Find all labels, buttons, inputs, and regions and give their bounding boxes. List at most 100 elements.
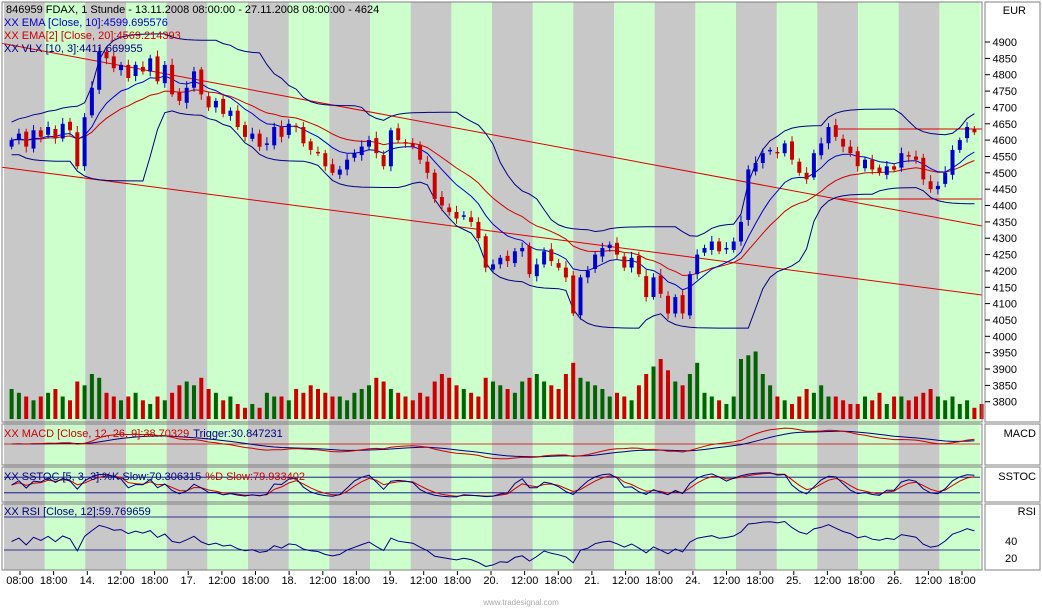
candle-body — [432, 172, 437, 199]
candle-body — [804, 172, 809, 180]
time-tick-label: 12:00 — [208, 575, 236, 587]
time-tick-label: 18:00 — [242, 575, 270, 587]
candle-body — [782, 143, 787, 154]
candle-body — [957, 140, 962, 150]
volume-bar — [775, 396, 780, 419]
volume-bar — [60, 396, 65, 419]
volume-bar — [257, 407, 262, 420]
volume-bar — [600, 389, 605, 419]
legend-sstoc-d: %D Slow:79.933402 — [205, 471, 305, 483]
volume-bar — [483, 377, 488, 420]
rsi-line — [11, 520, 975, 568]
volume-bar — [126, 396, 131, 419]
candle-body — [848, 146, 853, 154]
candle-body — [819, 143, 824, 156]
volume-bar — [89, 374, 94, 419]
candle-body — [213, 100, 218, 108]
session-stripe — [736, 2, 778, 570]
macd-trigger-line — [11, 430, 975, 458]
volume-bar — [877, 392, 882, 420]
candle-body — [337, 169, 342, 175]
price-tick-label: 3800 — [993, 397, 1017, 409]
candle-body — [724, 248, 729, 250]
candle-body — [607, 244, 612, 248]
time-axis-labels: 08:00 18:00 14. 12:00 18:00 17. 12:00 18:00 18. 1… — [6, 571, 976, 587]
volume-bar — [170, 392, 175, 420]
vlx-upper-band — [11, 33, 975, 237]
volume-bar — [337, 396, 342, 419]
volume-bar — [352, 392, 357, 420]
time-tick-label: 25. — [786, 575, 801, 587]
volume-bar — [68, 400, 72, 420]
volume-bar — [811, 392, 816, 420]
price-tick-label: 4200 — [993, 266, 1017, 278]
candle-body — [286, 123, 291, 135]
volume-bar — [782, 400, 787, 420]
price-tick-label: 4150 — [993, 282, 1017, 294]
price-tick-label: 4250 — [993, 250, 1017, 262]
volume-bar — [972, 407, 977, 420]
price-tick-label: 3850 — [993, 380, 1017, 392]
sstoc-panel-frame — [1, 466, 983, 503]
volume-bar — [461, 389, 466, 419]
volume-bar — [447, 377, 452, 420]
volume-bar — [760, 374, 765, 419]
volume-bar — [542, 381, 547, 419]
volume-bar — [316, 389, 320, 419]
candle-body — [38, 130, 43, 137]
price-tick-label: 4450 — [993, 184, 1017, 196]
volume-bar — [658, 359, 663, 419]
volume-bar — [746, 355, 751, 420]
time-tick-label: 14. — [80, 575, 95, 587]
volume-bar — [695, 362, 700, 420]
candle-body — [797, 161, 802, 173]
candle-body — [658, 275, 663, 294]
volume-bar — [286, 400, 291, 420]
volume-bar — [666, 370, 670, 420]
price-tick-label: 4000 — [993, 331, 1017, 343]
session-stripe — [898, 2, 940, 570]
volume-bar — [330, 396, 335, 419]
volume-bar — [753, 351, 758, 419]
price-tick-label: 4750 — [993, 86, 1017, 98]
sstoc-axis-label: SSTOC — [998, 471, 1036, 483]
candle-body — [469, 217, 474, 222]
oscillator-panels — [4, 427, 980, 568]
watermark: www.tradesignal.com — [482, 598, 559, 607]
candle-body — [512, 251, 517, 264]
candle-body — [826, 127, 831, 144]
volume-bar — [53, 389, 58, 419]
session-stripe — [817, 2, 859, 570]
volume-bar — [615, 392, 619, 420]
volume-bar — [622, 396, 627, 419]
volume-bar — [162, 400, 167, 420]
session-stripe — [248, 2, 290, 570]
candle-body — [119, 64, 123, 71]
candle-body — [53, 129, 58, 139]
volume-bar — [884, 404, 889, 419]
volume-bar — [97, 377, 102, 420]
price-tick-label: 4100 — [993, 299, 1017, 311]
time-tick-label: 18. — [281, 575, 296, 587]
volume-bar — [111, 396, 116, 419]
volume-bar — [899, 396, 904, 419]
candle-body — [257, 133, 262, 147]
volume-bar — [556, 389, 561, 419]
candle-body — [520, 248, 525, 252]
candle-body — [31, 130, 36, 149]
candle-body — [75, 132, 80, 167]
volume-bar — [563, 374, 568, 419]
sstoc-axis-frame — [984, 466, 1041, 503]
volume-bar — [512, 392, 517, 420]
session-stripe — [370, 2, 412, 570]
price-tick-label: 4400 — [993, 201, 1017, 213]
volume-bar — [439, 374, 444, 419]
volume-bar — [272, 396, 277, 419]
volume-bars — [9, 351, 991, 420]
candle-body — [235, 110, 240, 127]
sstoc-k-line — [11, 472, 975, 498]
session-stripe — [4, 2, 46, 570]
volume-bar — [585, 381, 590, 419]
volume-bar — [804, 389, 809, 419]
candle-body — [943, 172, 948, 184]
